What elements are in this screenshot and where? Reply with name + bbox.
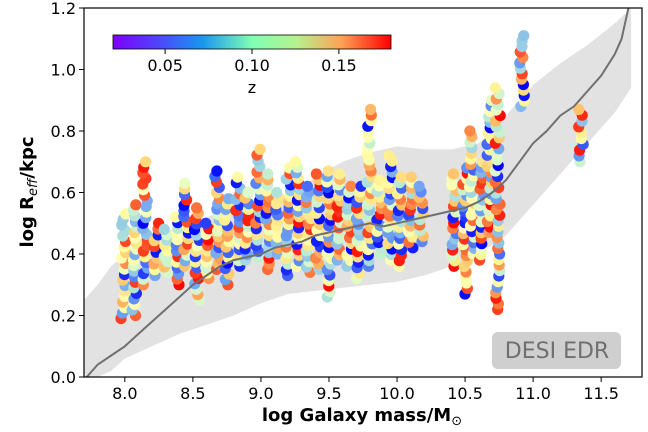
colorbar-ticks: 0.05 0.10 0.15: [147, 49, 357, 75]
y-axis-title-subscript: eff: [26, 177, 41, 196]
y-axis-title: log Reff/kpc: [17, 136, 41, 247]
y-tick-label: 0.8: [51, 122, 76, 141]
galaxy-point: [179, 177, 191, 189]
galaxy-point: [301, 180, 313, 192]
galaxy-point: [395, 171, 407, 183]
galaxy-point: [518, 30, 530, 42]
colorbar-tick-label: 0.15: [321, 56, 357, 75]
colorbar-tick-label: 0.10: [234, 56, 270, 75]
galaxy-point: [211, 165, 223, 177]
watermark: DESI EDR: [492, 332, 621, 369]
galaxy-point: [130, 199, 142, 211]
median-line-layer: [85, 8, 630, 377]
galaxy-point: [242, 186, 254, 199]
median-relation-line: [85, 8, 630, 377]
galaxy-point: [322, 165, 334, 177]
galaxy-point: [373, 174, 385, 186]
x-tick-label: 8.0: [112, 384, 137, 403]
x-tick-label: 10.5: [447, 384, 483, 403]
galaxy-point: [413, 180, 425, 192]
watermark-box: [492, 332, 621, 369]
galaxy-point: [310, 168, 322, 180]
galaxy-point: [262, 168, 274, 180]
galaxy-point: [489, 82, 501, 94]
galaxy-point: [365, 103, 377, 116]
x-axis-title-subscript: ⊙: [451, 414, 462, 429]
watermark-text: DESI EDR: [505, 339, 609, 364]
x-tick-label: 10.0: [379, 384, 415, 403]
y-tick-label: 0.0: [51, 368, 76, 387]
galaxy-point: [191, 202, 203, 214]
x-tick-label: 9.5: [316, 384, 341, 403]
colorbar-gradient: [112, 34, 392, 50]
galaxy-point: [383, 150, 395, 162]
colorbar-label: z: [248, 78, 256, 97]
y-tick-label: 0.4: [51, 245, 76, 264]
x-tick-label: 9.0: [248, 384, 273, 403]
galaxy-point: [464, 125, 476, 137]
galaxy-point: [573, 103, 585, 116]
y-tick-label: 0.2: [51, 307, 76, 326]
galaxy-point: [333, 168, 346, 180]
y-tick-label: 0.6: [51, 184, 76, 203]
galaxy-point: [289, 156, 301, 168]
galaxy-point: [232, 171, 244, 183]
galaxy-point: [169, 211, 182, 223]
x-axis-ticks: 8.0 8.5 9.0 9.5 10.0 10.5 11.0 11.5: [112, 377, 619, 403]
galaxy-point: [140, 156, 152, 168]
y-tick-label: 1.2: [51, 0, 76, 18]
galaxy-point: [345, 180, 357, 192]
y-axis-ticks: 0.0 0.2 0.4 0.6 0.8 1.0 1.2: [51, 0, 84, 387]
y-tick-label: 1.0: [51, 61, 76, 80]
colorbar-tick-label: 0.05: [147, 56, 183, 75]
x-tick-label: 11.5: [583, 384, 619, 403]
galaxy-point: [200, 217, 212, 229]
galaxy-point: [158, 223, 170, 235]
galaxy-point: [447, 168, 459, 180]
x-axis-title: log Galaxy mass/M⊙: [262, 405, 462, 429]
colorbar: 0.05 0.10 0.15 z: [112, 34, 392, 97]
galaxy-point: [254, 143, 266, 155]
x-tick-label: 11.0: [515, 384, 551, 403]
x-tick-label: 8.5: [180, 384, 205, 403]
galaxy-point: [271, 186, 283, 199]
galaxy-point: [405, 171, 417, 183]
